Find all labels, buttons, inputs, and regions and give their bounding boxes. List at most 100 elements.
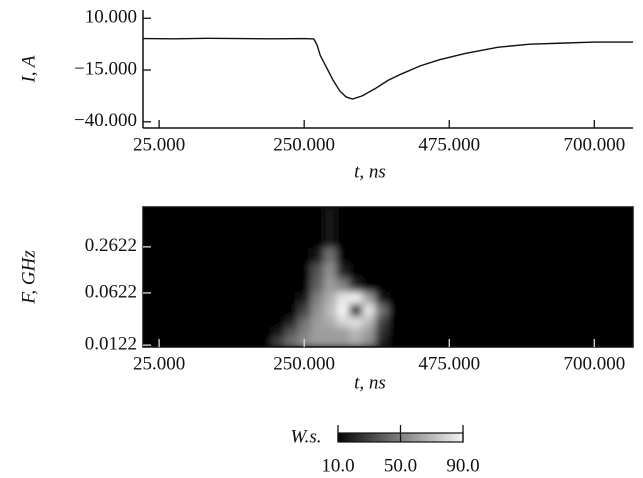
cell [362,247,376,264]
cell [284,207,299,248]
cell [400,262,633,279]
cell [349,262,363,279]
cell [362,207,376,248]
cell [400,277,633,293]
cell [323,316,337,327]
x-tick-label: 700.000 [563,134,625,155]
cell [284,303,299,317]
cell [297,326,312,337]
cell [375,207,389,248]
cell [310,303,325,317]
cell [362,336,376,347]
cell [362,277,376,293]
cell [336,316,350,327]
cell [284,262,299,279]
cell [284,336,299,347]
cell [362,326,376,337]
y-tick-label: −15.000 [74,58,137,79]
cell [362,303,376,317]
cell [284,291,299,304]
cell [400,291,633,304]
y-tick-label: 0.2622 [85,235,137,256]
cell [323,262,337,279]
cell [284,316,299,327]
cell [310,291,325,304]
cell [388,207,402,248]
cell [388,262,402,279]
cell [362,291,376,304]
cell [310,326,325,337]
cell [284,247,299,264]
cell [271,326,286,337]
cell [349,303,363,317]
cell [271,207,286,248]
cell [297,247,312,264]
cell [400,303,633,317]
cell [375,316,389,327]
cell [246,277,273,293]
cell [143,291,247,304]
cell [246,303,273,317]
cell [271,262,286,279]
cell [310,336,325,347]
cell [297,303,312,317]
cell [246,291,273,304]
x-axis-label: t, ns [354,372,386,393]
colorbar-tick-label: 50.0 [384,455,417,476]
cell [143,277,247,293]
cell [143,207,247,248]
cell [375,303,389,317]
cell [297,316,312,327]
cell [323,303,337,317]
x-tick-label: 25.000 [133,353,185,374]
colorbar-tick-label: 10.0 [321,455,354,476]
cell [323,277,337,293]
cell [310,277,325,293]
cell [143,247,247,264]
x-tick-label: 250.000 [273,353,335,374]
cell [246,316,273,327]
cell [323,326,337,337]
cell [388,316,402,327]
cell [375,291,389,304]
cell [297,207,312,248]
cell [349,247,363,264]
cell [400,326,633,337]
cell [336,336,350,347]
y-axis-label: I, A [18,55,39,83]
cell [271,336,286,347]
cell [323,291,337,304]
cell [400,316,633,327]
cell [362,262,376,279]
cell [297,277,312,293]
cell [336,291,350,304]
cell [349,277,363,293]
cell [400,207,633,248]
cell [143,316,247,327]
cell [375,277,389,293]
cell [271,247,286,264]
current-line [142,37,633,100]
cell [336,326,350,337]
y-tick-label: 10.000 [85,7,137,28]
x-tick-label: 250.000 [273,134,335,155]
x-tick-label: 25.000 [133,134,185,155]
cell [246,326,273,337]
cell [246,247,273,264]
cell [297,262,312,279]
cell [310,262,325,279]
cell [349,326,363,337]
frame [142,206,634,348]
cell [271,277,286,293]
cell [375,247,389,264]
y-axis-label: F, GHz [18,250,39,305]
cell [349,291,363,304]
cell [246,262,273,279]
cell [388,336,402,347]
cell [310,247,325,264]
cell [284,277,299,293]
cell [323,207,337,248]
y-tick-label: −40.000 [74,110,137,131]
cell [310,207,325,248]
cell [388,326,402,337]
